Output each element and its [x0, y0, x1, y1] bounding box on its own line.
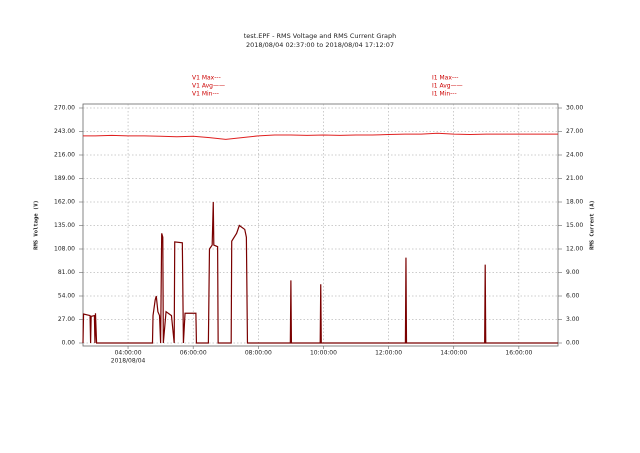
- y2-tick-label: 24.00: [566, 152, 583, 159]
- legend-entry: I1 Max---: [432, 75, 458, 82]
- chart-subtitle: 2018/08/04 02:37:00 to 2018/08/04 17:12:…: [246, 41, 394, 49]
- y-tick-label: 189.00: [54, 175, 75, 182]
- legend-entry: I1 Min---: [432, 91, 457, 98]
- y-tick-label: 270.00: [54, 105, 75, 112]
- x-tick-label: 06:00:00: [180, 350, 207, 357]
- y2-tick-label: 30.00: [566, 105, 583, 112]
- x-tick-label: 14:00:00: [440, 350, 467, 357]
- y-tick-label: 135.00: [54, 222, 75, 229]
- legend-entry: V1 Min---: [192, 91, 219, 98]
- y-tick-label: 216.00: [54, 152, 75, 159]
- y2-tick-label: 6.00: [566, 293, 580, 300]
- series-line: [83, 132, 558, 140]
- y2-axis-label: RMS Current (A): [590, 200, 596, 250]
- series-line: [82, 201, 558, 344]
- chart-title: test.EPF - RMS Voltage and RMS Current G…: [244, 32, 397, 40]
- plot-frame: [82, 103, 559, 347]
- x-tick-label: 10:00:00: [310, 350, 337, 357]
- y2-tick-label: 9.00: [566, 269, 580, 276]
- y-tick-label: 162.00: [54, 199, 75, 206]
- y2-tick-label: 15.00: [566, 222, 583, 229]
- x-tick-label: 12:00:00: [375, 350, 402, 357]
- y-axis-label: RMS Voltage (V): [34, 200, 40, 250]
- y-tick-label: 27.00: [58, 316, 75, 323]
- y-tick-label: 81.00: [58, 269, 75, 276]
- x-tick-label: 04:00:00: [115, 350, 142, 357]
- legend-entry: V1 Max---: [192, 75, 221, 82]
- legend-entry: I1 Avg——: [432, 83, 463, 90]
- y2-tick-label: 0.00: [566, 340, 580, 347]
- y2-tick-label: 12.00: [566, 246, 583, 253]
- legend-entry: V1 Avg——: [192, 83, 225, 90]
- y2-tick-label: 21.00: [566, 175, 583, 182]
- x-tick-label: 16:00:00: [505, 350, 532, 357]
- x-tick-label: 08:00:00: [245, 350, 272, 357]
- y-tick-label: 108.00: [54, 246, 75, 253]
- y-tick-label: 54.00: [58, 293, 75, 300]
- y2-tick-label: 3.00: [566, 316, 580, 323]
- y2-tick-label: 18.00: [566, 199, 583, 206]
- y-tick-label: 0.00: [62, 340, 76, 347]
- x-date-label: 2018/08/04: [111, 358, 146, 365]
- y2-tick-label: 27.00: [566, 128, 583, 135]
- y-tick-label: 243.00: [54, 128, 75, 135]
